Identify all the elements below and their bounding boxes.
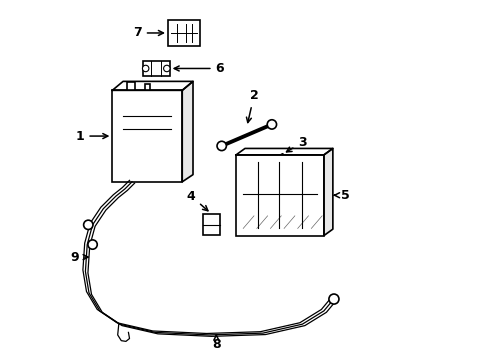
Text: 4: 4 xyxy=(187,190,208,211)
Bar xyxy=(203,214,220,234)
Text: 7: 7 xyxy=(133,27,163,40)
Bar xyxy=(236,155,324,235)
Circle shape xyxy=(143,65,149,72)
Bar xyxy=(145,84,150,90)
Text: 1: 1 xyxy=(75,130,108,143)
Bar xyxy=(112,90,182,182)
Bar xyxy=(168,21,200,45)
Circle shape xyxy=(84,220,93,229)
Circle shape xyxy=(164,65,170,72)
Circle shape xyxy=(329,294,339,304)
Bar xyxy=(143,61,170,76)
Circle shape xyxy=(88,240,97,249)
Bar xyxy=(126,82,135,90)
Polygon shape xyxy=(182,81,193,182)
Text: 3: 3 xyxy=(287,136,307,152)
Polygon shape xyxy=(324,148,333,235)
Text: 5: 5 xyxy=(335,189,350,202)
Text: 8: 8 xyxy=(212,335,220,351)
Circle shape xyxy=(267,120,276,129)
Text: 9: 9 xyxy=(71,251,88,264)
Text: 6: 6 xyxy=(174,62,224,75)
Text: 2: 2 xyxy=(246,89,258,122)
Circle shape xyxy=(217,141,226,150)
